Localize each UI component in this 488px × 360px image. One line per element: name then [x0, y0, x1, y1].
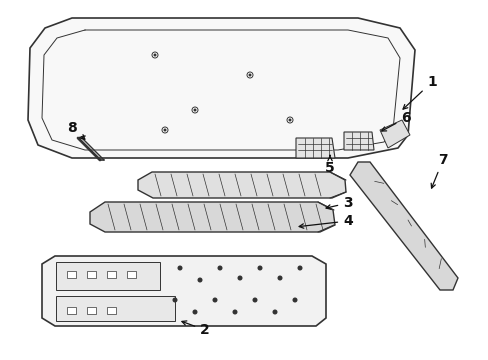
Circle shape	[233, 310, 236, 314]
Circle shape	[198, 278, 202, 282]
Text: 2: 2	[182, 321, 209, 337]
Circle shape	[286, 117, 292, 123]
Circle shape	[293, 298, 296, 302]
Circle shape	[192, 107, 198, 113]
Circle shape	[164, 129, 165, 131]
Circle shape	[162, 127, 168, 133]
Circle shape	[238, 276, 241, 280]
Text: 3: 3	[325, 196, 352, 210]
Polygon shape	[343, 132, 373, 150]
Circle shape	[258, 266, 261, 270]
Text: 5: 5	[325, 156, 334, 175]
Polygon shape	[90, 202, 334, 232]
Polygon shape	[28, 18, 414, 158]
Circle shape	[154, 54, 156, 56]
Circle shape	[194, 109, 195, 111]
Text: 4: 4	[299, 214, 352, 228]
Polygon shape	[56, 262, 160, 290]
Circle shape	[273, 310, 276, 314]
Bar	[107, 271, 116, 278]
Circle shape	[218, 266, 222, 270]
Circle shape	[173, 298, 177, 302]
Circle shape	[152, 52, 158, 58]
Circle shape	[278, 276, 281, 280]
Bar	[67, 271, 76, 278]
Circle shape	[298, 266, 301, 270]
Polygon shape	[349, 162, 457, 290]
Polygon shape	[42, 256, 325, 326]
Polygon shape	[379, 120, 409, 148]
Circle shape	[288, 119, 290, 121]
Text: 7: 7	[430, 153, 447, 188]
Polygon shape	[56, 296, 175, 321]
Text: 8: 8	[67, 121, 85, 139]
Bar	[87, 271, 96, 278]
Polygon shape	[295, 138, 334, 158]
Circle shape	[253, 298, 256, 302]
Circle shape	[178, 266, 182, 270]
Circle shape	[193, 310, 196, 314]
Text: 1: 1	[402, 75, 436, 109]
Bar	[67, 307, 76, 314]
Circle shape	[249, 74, 250, 76]
Bar	[127, 271, 136, 278]
Polygon shape	[138, 172, 346, 198]
Circle shape	[213, 298, 216, 302]
Text: 6: 6	[381, 111, 410, 131]
Bar	[107, 307, 116, 314]
Circle shape	[246, 72, 252, 78]
Bar	[87, 307, 96, 314]
